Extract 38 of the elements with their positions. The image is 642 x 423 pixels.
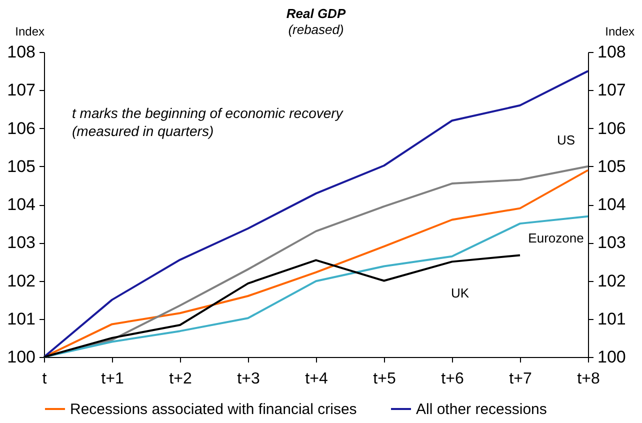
annotation: US — [556, 132, 576, 148]
y-tick-label: 101 — [7, 309, 36, 328]
y2-tick-label: 103 — [598, 233, 626, 252]
x-tick-label: t+3 — [237, 370, 260, 388]
y2-tick-label: 101 — [598, 309, 626, 328]
chart-subtitle: (rebased) — [288, 22, 344, 37]
y2-tick-label: 107 — [598, 80, 626, 100]
y-tick-label: 107 — [7, 80, 36, 100]
x-tick-label: t+8 — [577, 370, 600, 388]
y2-tick-label: 104 — [598, 195, 626, 214]
x-tick-label: t+4 — [305, 370, 328, 388]
legend-label: All other recessions — [416, 401, 547, 418]
annotation: UK — [450, 286, 470, 301]
y2-tick-label: 102 — [598, 271, 626, 290]
annotation: t marks the beginning of economic recovery — [72, 105, 344, 121]
y-axis-title: Index — [15, 24, 44, 38]
x-tick-label: t+2 — [169, 370, 192, 388]
y2-tick-label: 100 — [598, 348, 626, 366]
y2-tick-label: 108 — [598, 42, 626, 62]
y-tick-label: 104 — [7, 195, 36, 214]
x-tick-label: t+1 — [101, 370, 124, 388]
y2-axis-title: Index — [605, 24, 634, 38]
y2-tick-label: 105 — [598, 156, 626, 176]
annotation: (measured in quarters) — [72, 123, 214, 139]
y-tick-label: 106 — [7, 118, 36, 138]
x-tick-label: t+7 — [509, 370, 532, 388]
legend-label: Recessions associated with financial crises — [70, 401, 357, 418]
x-tick-label: t+5 — [373, 370, 396, 388]
y-tick-label: 105 — [7, 156, 36, 176]
y2-tick-label: 106 — [598, 118, 626, 138]
y-tick-label: 102 — [7, 271, 36, 290]
x-tick-label: t+6 — [441, 370, 464, 388]
y-tick-label: 100 — [7, 348, 36, 366]
annotation: Eurozone — [528, 230, 584, 246]
chart-title: Real GDP — [286, 6, 346, 21]
x-tick-label: t — [42, 370, 48, 388]
y-tick-label: 108 — [7, 42, 36, 62]
y-tick-label: 103 — [7, 233, 36, 252]
